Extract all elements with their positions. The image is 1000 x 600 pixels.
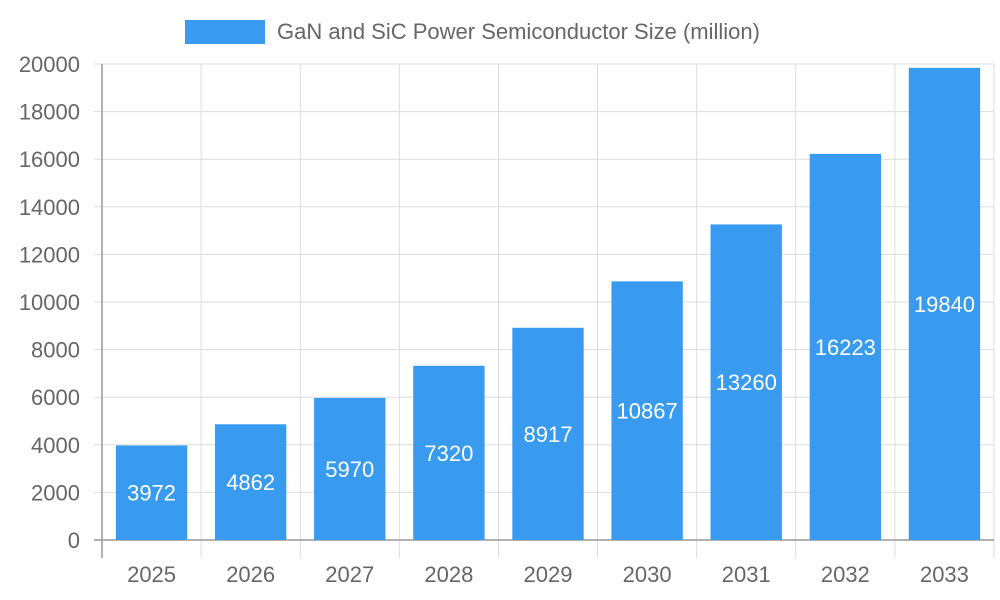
data-label: 5970: [325, 457, 374, 482]
bar-2030[interactable]: [611, 281, 683, 540]
data-label: 16223: [815, 335, 876, 360]
bar-2032[interactable]: [809, 153, 882, 541]
x-tick-label: 2025: [127, 562, 176, 587]
legend-swatch: [185, 20, 265, 44]
x-tick-label: 2029: [524, 562, 573, 587]
y-tick-label: 2000: [31, 480, 80, 505]
bar-2025[interactable]: [115, 445, 188, 540]
data-label: 8917: [524, 422, 573, 447]
y-tick-label: 18000: [19, 100, 80, 125]
y-tick-label: 0: [68, 528, 80, 553]
x-tick-label: 2032: [821, 562, 870, 587]
data-label: 10867: [617, 399, 678, 424]
x-tick-label: 2028: [424, 562, 473, 587]
y-tick-label: 16000: [19, 147, 80, 172]
x-tick-label: 2030: [623, 562, 672, 587]
y-tick-label: 4000: [31, 433, 80, 458]
data-label: 3972: [127, 481, 176, 506]
bar-2029[interactable]: [512, 327, 584, 540]
x-axis-ticks: 2025 2026 2027 2028 2029 2030 2031 2032 2033: [127, 562, 969, 587]
bar-2027[interactable]: [314, 397, 386, 540]
data-label: 7320: [424, 441, 473, 466]
y-tick-label: 10000: [19, 290, 80, 315]
bars: [115, 67, 981, 541]
data-label: 19840: [914, 292, 975, 317]
bar-2031[interactable]: [710, 224, 782, 541]
x-tick-label: 2033: [920, 562, 969, 587]
data-labels: 3972 4862 5970 7320 8917 10867 13260 16223 19840: [127, 292, 975, 506]
y-tick-label: 8000: [31, 338, 80, 363]
bar-2033[interactable]: [908, 67, 981, 541]
legend-label: GaN and SiC Power Semiconductor Size (mi…: [277, 19, 760, 44]
x-tick-label: 2026: [226, 562, 275, 587]
y-tick-label: 14000: [19, 195, 80, 220]
bar-2026[interactable]: [214, 424, 287, 540]
y-tick-label: 20000: [19, 52, 80, 77]
y-tick-label: 12000: [19, 242, 80, 267]
x-tick-label: 2031: [722, 562, 771, 587]
legend[interactable]: GaN and SiC Power Semiconductor Size (mi…: [185, 19, 760, 44]
y-axis-ticks: 0 2000 4000 6000 8000 10000 12000 14000 16000 180…: [19, 52, 80, 553]
x-tick-label: 2027: [325, 562, 374, 587]
data-label: 13260: [716, 370, 777, 395]
y-tick-label: 6000: [31, 385, 80, 410]
data-label: 4862: [226, 470, 275, 495]
bar-2028[interactable]: [413, 365, 485, 540]
